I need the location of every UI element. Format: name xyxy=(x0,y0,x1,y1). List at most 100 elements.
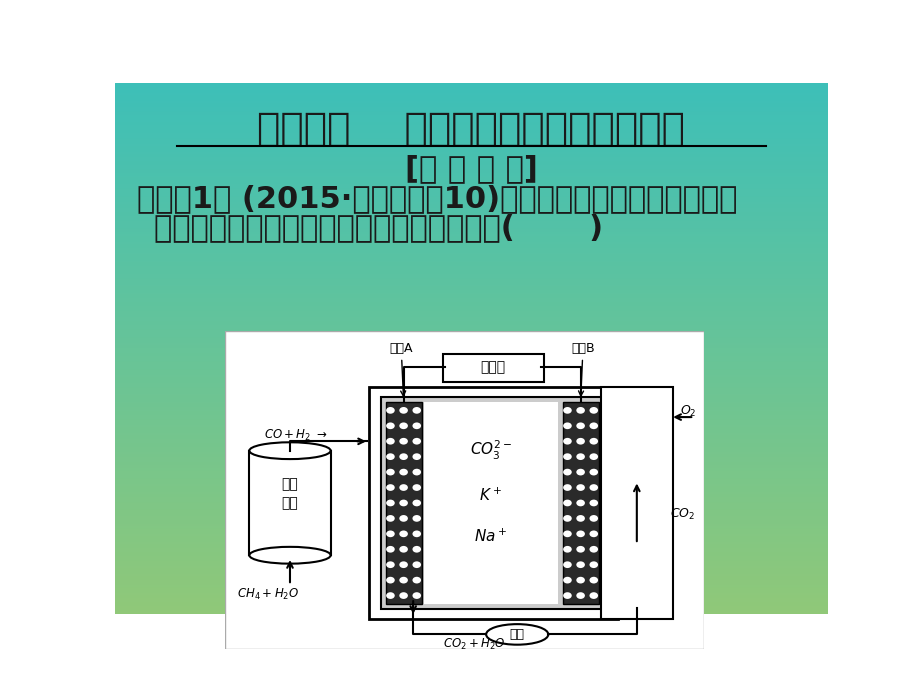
Text: $CO_2$: $CO_2$ xyxy=(669,506,694,522)
Bar xyxy=(115,176,827,179)
Circle shape xyxy=(399,592,407,599)
Bar xyxy=(115,540,827,542)
Circle shape xyxy=(386,592,394,599)
Bar xyxy=(115,279,827,282)
Circle shape xyxy=(562,500,571,506)
Bar xyxy=(115,96,827,99)
Bar xyxy=(115,377,827,380)
Bar xyxy=(115,130,827,133)
Bar xyxy=(369,387,617,619)
Bar xyxy=(115,88,827,91)
Text: $CO_2+H_2O$: $CO_2+H_2O$ xyxy=(443,637,505,651)
Bar xyxy=(115,486,827,489)
Bar xyxy=(115,359,827,362)
Circle shape xyxy=(386,438,394,444)
Circle shape xyxy=(386,469,394,475)
Circle shape xyxy=(386,453,394,460)
Bar xyxy=(115,304,827,306)
Bar xyxy=(115,402,827,404)
Bar xyxy=(115,298,827,301)
Circle shape xyxy=(562,407,571,414)
Circle shape xyxy=(412,469,421,475)
Bar xyxy=(115,505,827,508)
Text: 示意如图。下列有关该电池的说法正确的是(       ): 示意如图。下列有关该电池的说法正确的是( ) xyxy=(153,213,602,242)
Bar xyxy=(115,208,827,210)
Bar xyxy=(115,375,827,377)
Bar xyxy=(115,232,827,234)
Bar xyxy=(115,601,827,604)
Circle shape xyxy=(399,546,407,553)
Circle shape xyxy=(575,438,584,444)
Bar xyxy=(115,346,827,348)
Circle shape xyxy=(562,515,571,522)
Circle shape xyxy=(399,453,407,460)
Bar xyxy=(115,271,827,274)
Circle shape xyxy=(412,546,421,553)
Circle shape xyxy=(412,531,421,538)
Bar xyxy=(115,604,827,606)
Circle shape xyxy=(575,469,584,475)
Bar xyxy=(115,343,827,346)
Bar xyxy=(115,386,827,388)
Circle shape xyxy=(412,422,421,429)
Bar xyxy=(115,128,827,130)
Circle shape xyxy=(575,531,584,538)
Circle shape xyxy=(399,562,407,568)
Circle shape xyxy=(399,500,407,506)
Bar xyxy=(115,155,827,157)
Circle shape xyxy=(589,531,597,538)
Bar xyxy=(115,83,827,86)
Bar xyxy=(115,588,827,590)
Bar xyxy=(115,168,827,170)
Bar xyxy=(115,250,827,253)
Bar xyxy=(115,192,827,195)
Bar xyxy=(115,561,827,564)
Circle shape xyxy=(562,546,571,553)
Bar xyxy=(115,205,827,208)
Circle shape xyxy=(399,515,407,522)
Bar xyxy=(115,152,827,155)
Bar xyxy=(115,611,827,614)
Circle shape xyxy=(399,438,407,444)
Circle shape xyxy=(589,592,597,599)
Circle shape xyxy=(575,453,584,460)
Bar xyxy=(115,86,827,88)
Bar xyxy=(115,160,827,162)
Bar xyxy=(115,248,827,250)
Bar xyxy=(115,518,827,521)
Bar xyxy=(115,373,827,375)
Bar xyxy=(115,484,827,486)
Bar xyxy=(115,210,827,213)
Circle shape xyxy=(589,422,597,429)
Bar xyxy=(115,415,827,417)
Bar xyxy=(115,226,827,229)
Bar xyxy=(115,420,827,423)
Bar xyxy=(115,157,827,160)
Bar xyxy=(115,330,827,333)
Bar xyxy=(115,548,827,551)
Bar xyxy=(115,327,827,330)
Circle shape xyxy=(589,546,597,553)
Bar xyxy=(115,535,827,537)
Circle shape xyxy=(575,422,584,429)
Text: 重整: 重整 xyxy=(281,496,298,510)
Bar xyxy=(115,335,827,338)
Bar xyxy=(115,306,827,308)
Bar xyxy=(115,237,827,239)
Bar xyxy=(115,221,827,224)
Circle shape xyxy=(575,515,584,522)
Text: 脱水: 脱水 xyxy=(509,628,524,641)
Bar xyxy=(115,407,827,410)
FancyBboxPatch shape xyxy=(443,353,543,382)
Bar xyxy=(115,104,827,107)
Circle shape xyxy=(562,453,571,460)
Bar xyxy=(115,348,827,351)
Bar xyxy=(115,234,827,237)
Bar xyxy=(115,141,827,144)
Bar xyxy=(115,370,827,373)
Bar xyxy=(115,497,827,500)
Bar xyxy=(115,380,827,383)
Bar xyxy=(115,149,827,152)
Bar xyxy=(115,181,827,184)
Bar xyxy=(115,215,827,218)
